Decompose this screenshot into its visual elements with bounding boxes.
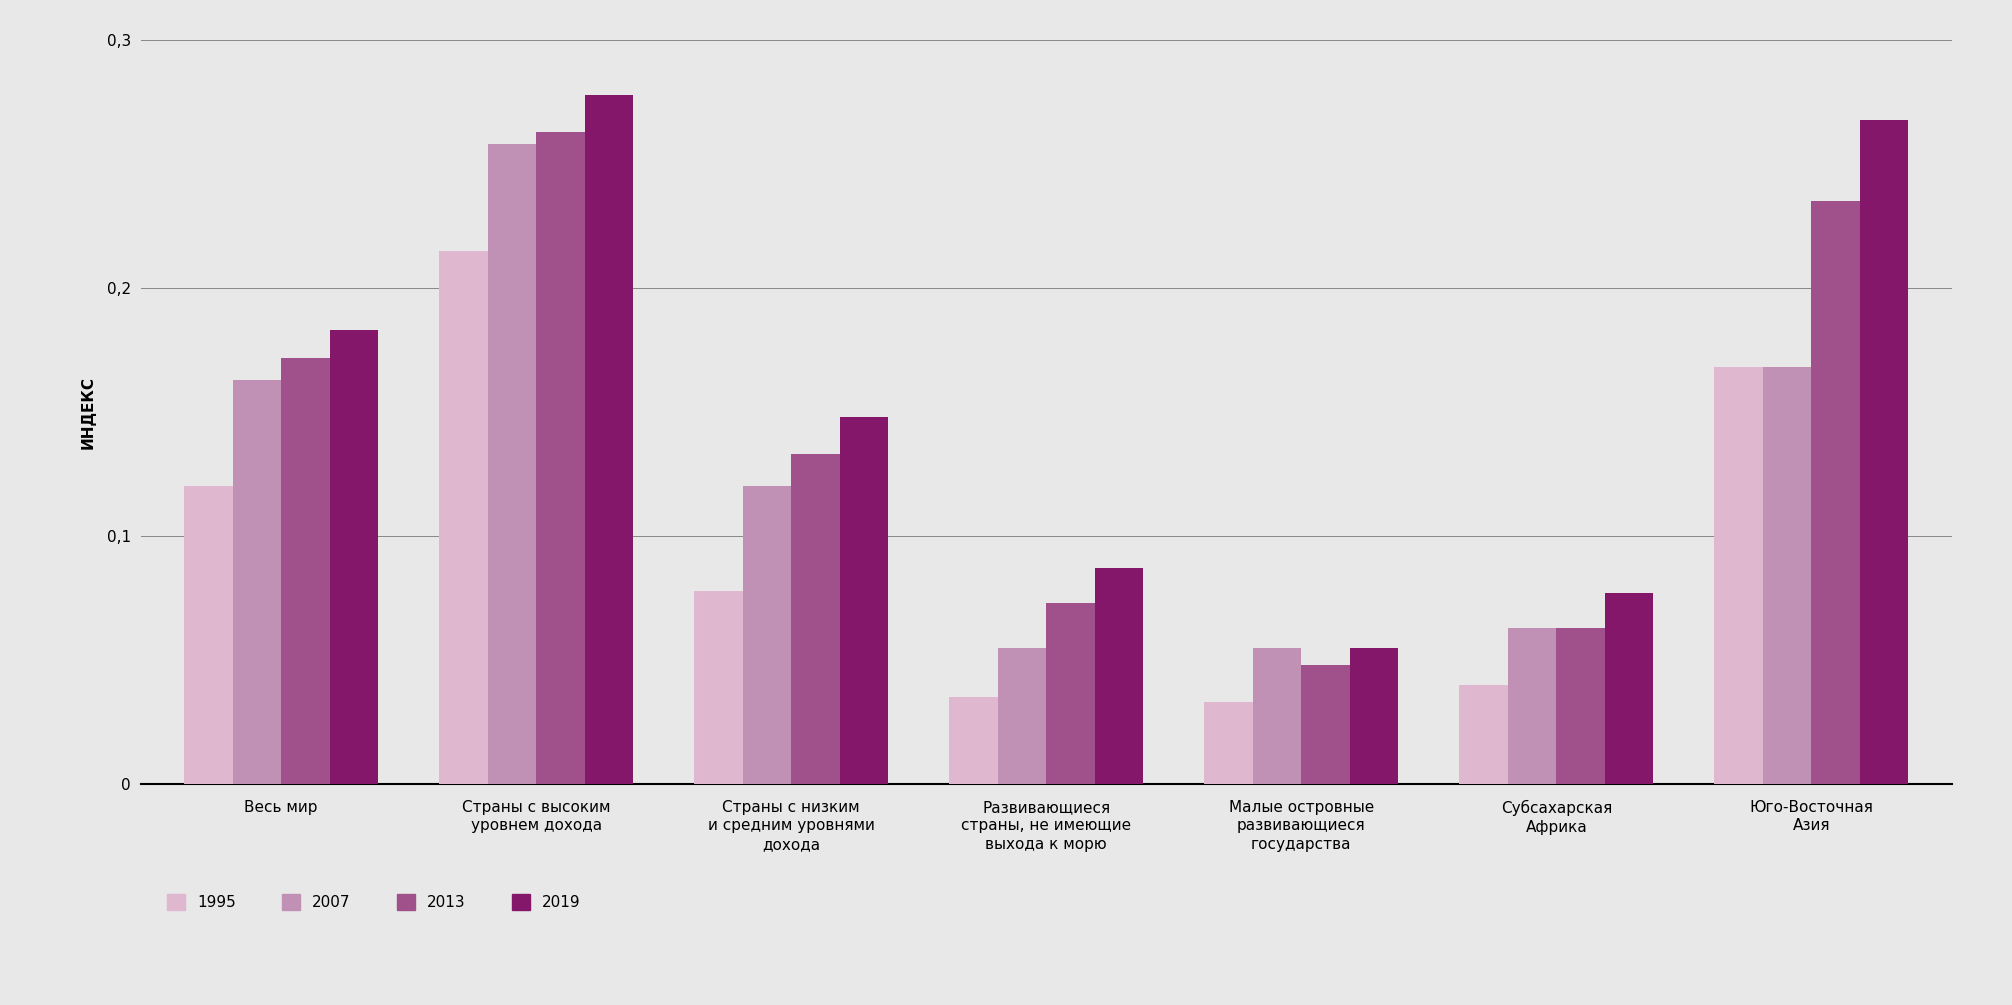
Bar [1557,628,1606,784]
Bar [233,380,282,784]
Bar [791,454,839,784]
Bar [1046,603,1095,784]
Bar [487,145,535,784]
Bar [998,647,1046,784]
Bar [1859,120,1907,784]
Bar [535,132,585,784]
Bar [1714,368,1763,784]
Legend: 1995, 2007, 2013, 2019: 1995, 2007, 2013, 2019 [167,894,581,911]
Bar [1253,647,1302,784]
Bar [950,697,998,784]
Bar [742,486,791,784]
Bar [1302,665,1350,784]
Bar [1350,647,1398,784]
Bar [282,358,330,784]
Bar [439,251,487,784]
Bar [1763,368,1811,784]
Y-axis label: ИНДЕКС: ИНДЕКС [80,376,97,448]
Bar [1095,568,1143,784]
Bar [585,94,634,784]
Bar [694,591,742,784]
Bar [185,486,233,784]
Bar [1205,702,1253,784]
Bar [1811,201,1859,784]
Bar [1606,593,1654,784]
Bar [1459,684,1507,784]
Bar [839,417,887,784]
Bar [330,331,378,784]
Bar [1507,628,1557,784]
